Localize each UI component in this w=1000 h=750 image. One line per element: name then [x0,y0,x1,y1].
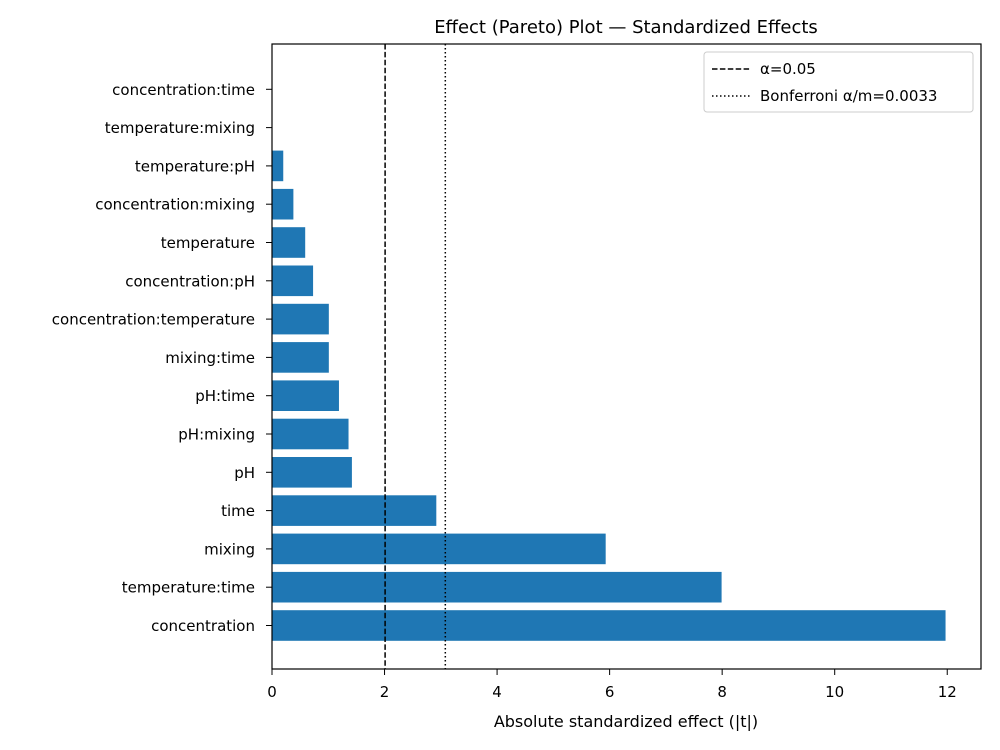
y-tick-label: concentration:temperature [52,311,255,329]
bar-pH-mixing [272,418,349,450]
y-tick-label: pH:time [195,387,255,405]
bar-temperature-pH [272,150,284,182]
y-tick-label: concentration:pH [125,272,255,290]
y-tick-label: temperature:pH [135,157,255,175]
bar-concentration-temperature [272,303,329,335]
bar-pH-time [272,380,339,411]
x-tick-label: 2 [380,683,390,701]
y-tick-label: time [221,502,255,520]
x-tick-label: 0 [267,683,277,701]
legend-label: Bonferroni α/m=0.0033 [760,87,937,105]
x-tick-label: 8 [717,683,727,701]
bar-concentration [272,610,946,641]
y-tick-label: temperature:time [122,579,255,597]
reference-lines [384,44,447,669]
legend-box [703,51,974,113]
y-tick-label: temperature:mixing [105,119,255,137]
x-tick-label: 12 [938,683,957,701]
y-tick-label: temperature [161,234,255,252]
x-tick-label: 4 [492,683,502,701]
chart-title: Effect (Pareto) Plot — Standardized Effe… [434,17,818,38]
bar-pH [272,457,352,488]
x-tick-label: 6 [605,683,615,701]
y-tick-label: mixing:time [165,349,255,367]
y-tick-labels: concentration temperature:time mixing time p… [52,81,272,635]
y-tick-label: mixing [204,540,255,558]
y-tick-label: concentration:time [112,81,255,99]
x-ticks: 0 2 4 6 8 10 12 [267,669,957,701]
x-tick-label: 10 [825,683,844,701]
bar-mixing-time [272,342,329,373]
plot-frame [271,43,982,670]
y-tick-label: concentration:mixing [95,196,255,214]
bar-temperature [272,227,306,258]
bar-mixing [272,533,606,565]
y-tick-label: concentration [151,617,255,635]
axes-frame [271,43,982,670]
legend-label: α=0.05 [760,60,816,78]
bars-group [272,150,946,641]
bar-concentration-mixing [272,188,294,220]
x-axis-label: Absolute standardized effect (|t|) [494,712,758,731]
bar-concentration-pH [272,265,314,297]
legend: α=0.05 Bonferroni α/m=0.0033 [703,51,974,113]
y-tick-label: pH:mixing [178,426,255,444]
bar-time [272,495,437,526]
y-tick-label: pH [234,464,255,482]
bar-temperature-time [272,571,722,603]
